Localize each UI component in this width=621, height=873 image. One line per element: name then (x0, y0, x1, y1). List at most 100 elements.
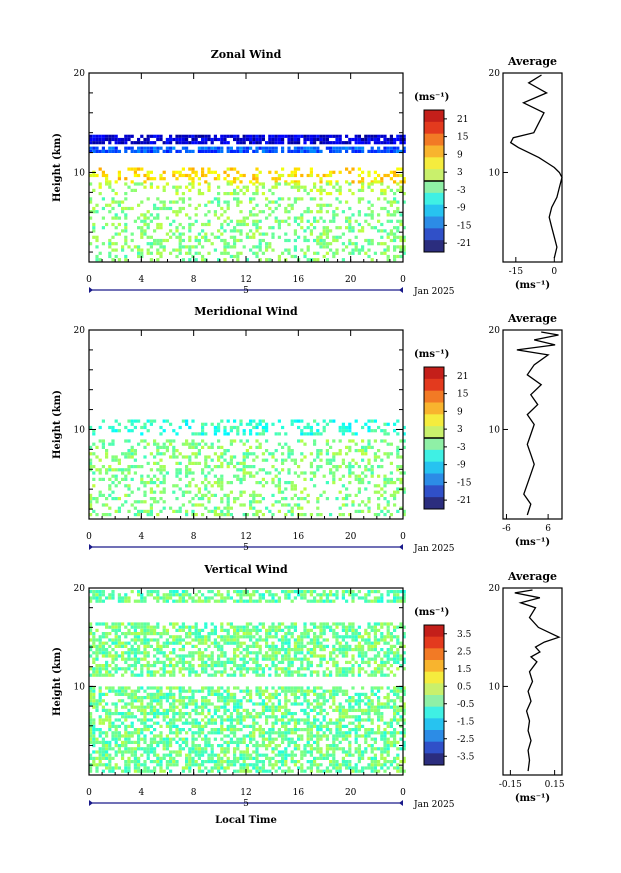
heatmap-cell (271, 232, 275, 236)
heatmap-cell (197, 590, 201, 594)
heatmap-cell (341, 651, 345, 655)
heatmap-cell (319, 465, 323, 469)
heatmap-cell (284, 692, 288, 696)
heatmap-cell (345, 648, 349, 652)
heatmap-cell (370, 182, 374, 186)
heatmap-cell (137, 465, 141, 469)
heatmap-cell (297, 465, 301, 469)
heatmap-cell (233, 500, 237, 504)
heatmap-cell (399, 506, 403, 510)
heatmap-cell (197, 705, 201, 709)
heatmap-cell (98, 192, 102, 196)
heatmap-cell (143, 509, 147, 513)
heatmap-cell (197, 452, 201, 456)
heatmap-cell (149, 686, 153, 690)
colorbar-tick-label: 15 (457, 390, 469, 400)
heatmap-cell (204, 721, 208, 725)
heatmap-cell (380, 192, 384, 196)
heatmap-cell (146, 628, 150, 632)
heatmap-cell (284, 625, 288, 629)
heatmap-cell (172, 200, 176, 204)
heatmap-cell (185, 625, 189, 629)
heatmap-cell (348, 449, 352, 453)
heatmap-cell (89, 673, 93, 677)
heatmap-cell (98, 648, 102, 652)
heatmap-cell (89, 644, 93, 648)
heatmap-cell (361, 596, 365, 600)
heatmap-cell (175, 599, 179, 603)
heatmap-cell (341, 718, 345, 722)
heatmap-cell (322, 188, 326, 192)
heatmap-cell (108, 477, 112, 481)
heatmap-cell (396, 487, 400, 491)
heatmap-cell (389, 232, 393, 236)
heatmap-cell (316, 452, 320, 456)
heatmap-cell (236, 728, 240, 732)
panel-title: Vertical Wind (203, 563, 288, 576)
heatmap-cell (229, 641, 233, 645)
heatmap-cell (364, 213, 368, 217)
heatmap-cell (146, 696, 150, 700)
heatmap-cell (335, 648, 339, 652)
heatmap-cell (233, 651, 237, 655)
heatmap-cell (309, 660, 313, 664)
heatmap-cell (117, 232, 121, 236)
heatmap-cell (137, 182, 141, 186)
heatmap-cell (181, 590, 185, 594)
heatmap-cell (95, 146, 99, 150)
heatmap-cell (114, 737, 118, 741)
heatmap-cell (348, 182, 352, 186)
heatmap-cell (137, 513, 141, 517)
heatmap-cell (249, 432, 253, 436)
heatmap-cell (130, 445, 134, 449)
heatmap-cell (274, 185, 278, 189)
heatmap-cell (255, 192, 259, 196)
heatmap-cell (153, 737, 157, 741)
heatmap-cell (396, 235, 400, 239)
heatmap-cell (117, 641, 121, 645)
heatmap-cell (367, 182, 371, 186)
heatmap-cell (162, 188, 166, 192)
heatmap-cell (261, 149, 265, 153)
heatmap-cell (213, 137, 217, 142)
heatmap-cell (165, 206, 169, 211)
heatmap-cell (105, 632, 109, 636)
heatmap-cell (345, 590, 349, 594)
heatmap-cell (325, 622, 329, 626)
heatmap-cell (98, 635, 102, 639)
heatmap-cell (121, 641, 125, 645)
heatmap-cell (242, 708, 246, 712)
heatmap-cell (396, 590, 400, 594)
heatmap-cell (322, 134, 326, 138)
heatmap-cell (133, 622, 137, 626)
heatmap-cell (271, 692, 275, 696)
heatmap-cell (226, 708, 230, 712)
heatmap-cell (233, 245, 237, 249)
heatmap-cell (325, 599, 329, 603)
heatmap-cell (297, 216, 301, 220)
heatmap-cell (332, 651, 336, 655)
heatmap-cell (293, 731, 297, 735)
heatmap-cell (364, 670, 368, 674)
heatmap-cell (140, 599, 144, 603)
heatmap-cell (114, 134, 118, 138)
heatmap-cell (338, 141, 342, 145)
heatmap-cell (143, 737, 147, 741)
heatmap-cells (89, 134, 406, 262)
heatmap-cell (153, 664, 157, 668)
heatmap-cell (156, 712, 160, 716)
panel-title: Zonal Wind (211, 48, 282, 61)
heatmap-cell (207, 465, 211, 469)
heatmap-cell (159, 146, 163, 150)
heatmap-cell (309, 641, 313, 645)
heatmap-cell (194, 622, 198, 626)
heatmap-cell (383, 673, 387, 677)
heatmap-cell (265, 632, 269, 636)
heatmap-cell (92, 590, 96, 594)
heatmap-cell (98, 686, 102, 690)
heatmap-cell (229, 696, 233, 700)
heatmap-cell (348, 226, 352, 230)
heatmap-cell (242, 660, 246, 664)
heatmap-cell (351, 167, 355, 171)
heatmap-cell (309, 590, 313, 594)
